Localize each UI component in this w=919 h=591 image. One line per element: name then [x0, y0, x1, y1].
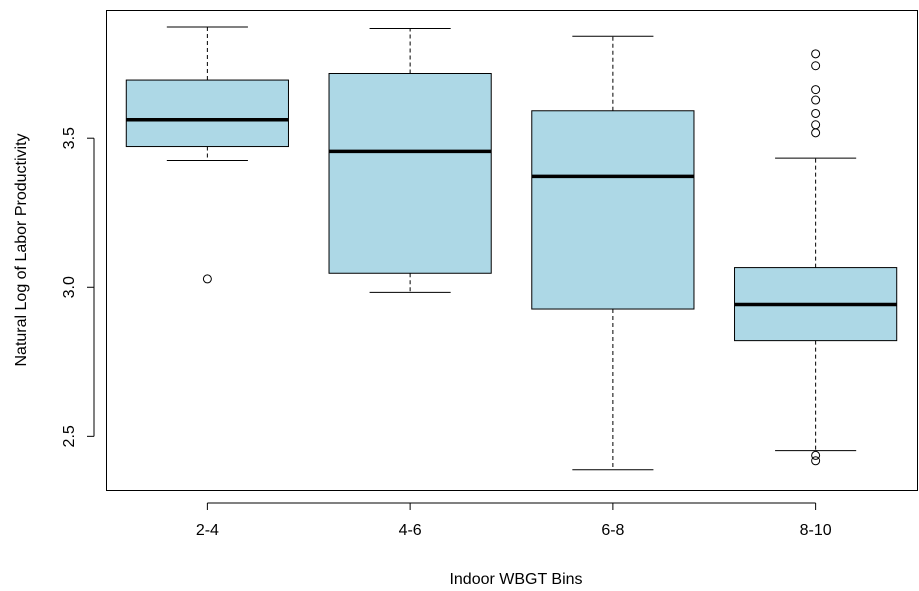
outlier-point: [811, 61, 821, 71]
boxes-layer: [125, 26, 898, 471]
iqr-box: [531, 110, 695, 310]
outlier-point: [811, 450, 821, 460]
iqr-box: [125, 79, 289, 148]
y-tick-label: 2.5: [61, 425, 78, 447]
plot-frame: [106, 10, 918, 491]
outlier-point: [811, 85, 821, 95]
x-tick-label: 8-10: [800, 522, 832, 539]
y-tick-label: 3.0: [61, 276, 78, 298]
iqr-box: [328, 73, 492, 274]
box-group-2-4: [125, 26, 289, 284]
y-tick-label: 3.5: [61, 127, 78, 149]
x-axis-title: Indoor WBGT Bins: [449, 571, 582, 588]
outlier-point: [811, 95, 821, 105]
outlier-point: [811, 120, 821, 130]
outlier-point: [811, 456, 821, 466]
box-group-8-10: [734, 49, 898, 466]
outlier-point: [811, 128, 821, 138]
box-group-4-6: [328, 27, 492, 293]
outlier-point: [811, 108, 821, 118]
outlier-point: [202, 274, 212, 284]
x-axis: 2-4 4-6 6-8 8-10: [196, 502, 832, 539]
outlier-point: [811, 49, 821, 59]
box-group-6-8: [531, 35, 695, 471]
y-axis: 2.5 3.0 3.5: [61, 127, 95, 447]
x-tick-label: 2-4: [196, 522, 219, 539]
x-tick-label: 4-6: [399, 522, 422, 539]
y-axis-title: Natural Log of Labor Productivity: [13, 133, 30, 366]
x-tick-label: 6-8: [601, 522, 624, 539]
